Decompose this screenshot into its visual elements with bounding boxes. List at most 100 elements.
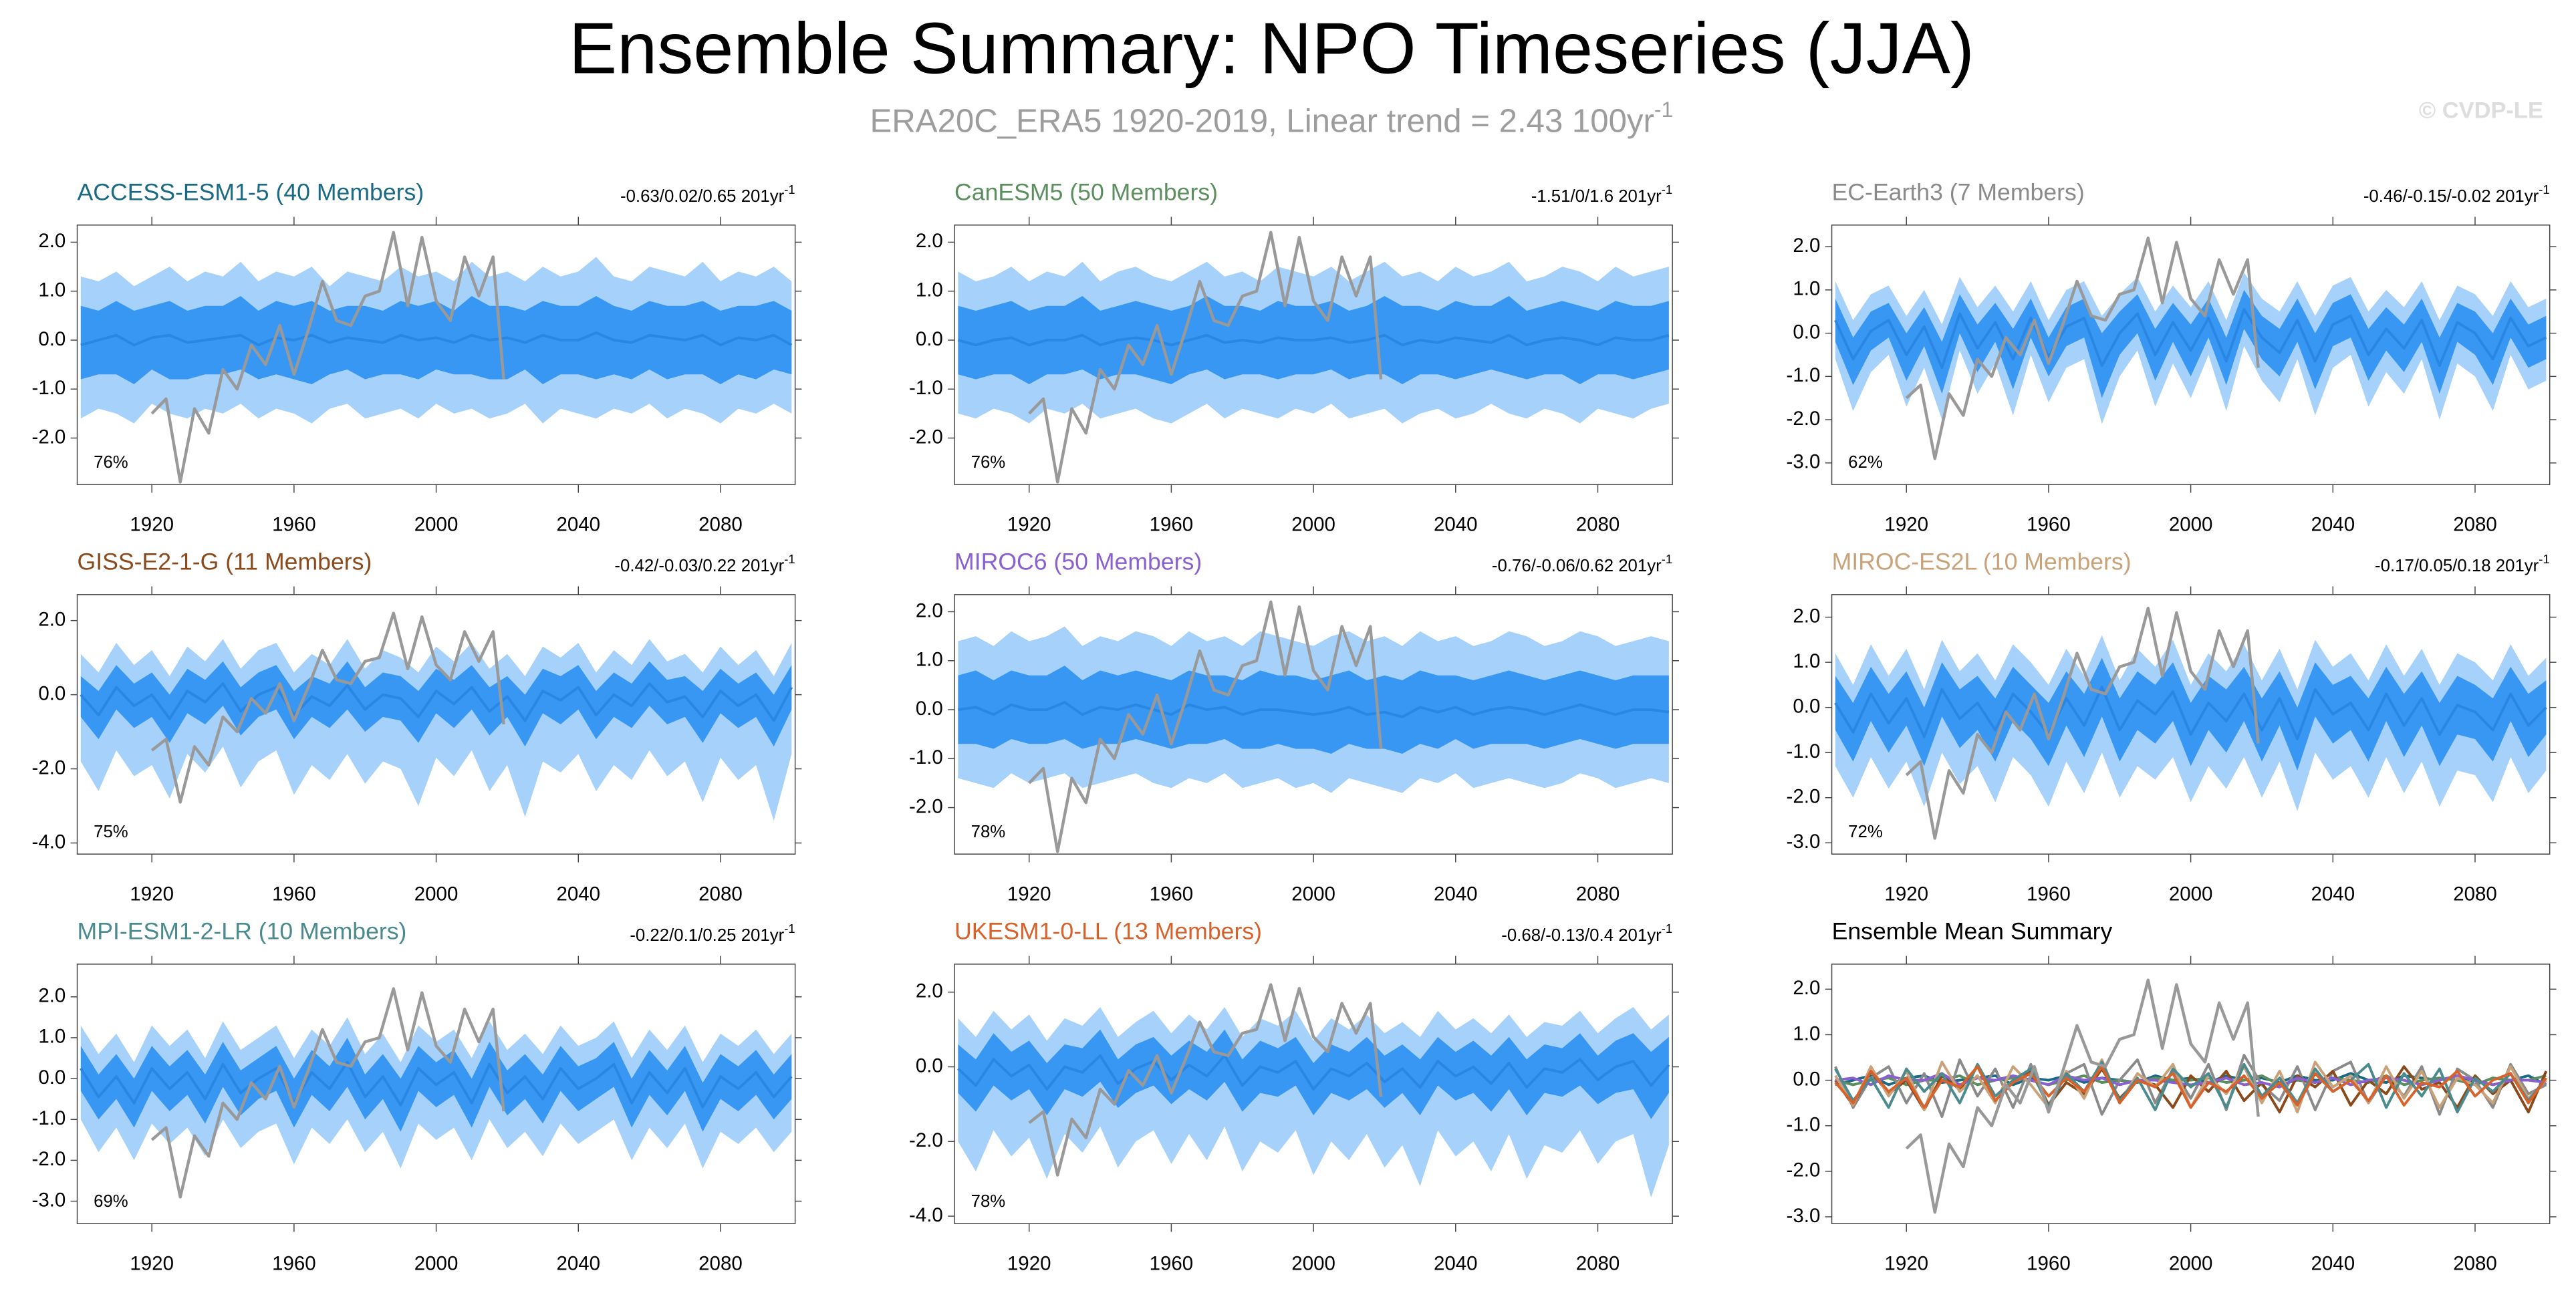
x-tick-label: 2040 bbox=[1434, 1252, 1478, 1274]
spread-band bbox=[958, 1029, 1669, 1119]
x-tick-label: 1920 bbox=[1007, 1252, 1051, 1274]
trend-label: -0.76/-0.06/0.62 201yr-1 bbox=[1492, 552, 1672, 575]
panel: MIROC6 (50 Members) -0.76/-0.06/0.62 201y… bbox=[909, 549, 1679, 905]
y-tick-label: -3.0 bbox=[1787, 1205, 1821, 1227]
trend-exponent: -1 bbox=[784, 552, 795, 566]
spread-band bbox=[958, 666, 1669, 754]
x-tick-label: 2080 bbox=[2453, 513, 2497, 535]
y-tick-label: -4.0 bbox=[32, 831, 66, 853]
y-tick-label: 0.0 bbox=[38, 682, 66, 704]
model-mean-line bbox=[1834, 1065, 2547, 1109]
ensemble-mean-line bbox=[957, 1054, 1670, 1091]
panel-title: CanESM5 (50 Members) bbox=[954, 179, 1218, 206]
y-tick-label: 2.0 bbox=[38, 608, 66, 630]
y-tick-label: 0.0 bbox=[916, 1054, 943, 1076]
y-tick-label: 1.0 bbox=[1793, 278, 1820, 300]
x-tick-label: 2000 bbox=[1291, 513, 1335, 535]
y-tick-label: 2.0 bbox=[916, 599, 943, 621]
y-tick-label: -1.0 bbox=[1787, 364, 1821, 386]
trend-exponent: -1 bbox=[2539, 552, 2549, 566]
observation-line bbox=[150, 611, 505, 804]
observation-line bbox=[1028, 600, 1383, 853]
panel: EC-Earth3 (7 Members) -0.46/-0.15/-0.02 2… bbox=[1787, 179, 2557, 535]
ensemble-mean-line bbox=[1834, 686, 2547, 740]
ensemble-mean-line bbox=[958, 701, 1670, 718]
observation-line bbox=[1905, 978, 2260, 1214]
observation-line bbox=[1028, 983, 1383, 1177]
trend-exponent: -1 bbox=[784, 921, 795, 936]
subtitle: ERA20C_ERA5 1920-2019, Linear trend = 2.… bbox=[870, 98, 1674, 140]
y-tick-label: 2.0 bbox=[1793, 605, 1820, 627]
trend-text: -0.42/-0.03/0.22 201yr bbox=[614, 557, 784, 575]
panel: UKESM1-0-LL (13 Members) -0.68/-0.13/0.4 … bbox=[909, 918, 1679, 1274]
subtitle-text: ERA20C_ERA5 1920-2019, Linear trend = 2.… bbox=[870, 103, 1654, 139]
panel: MPI-ESM1-2-LR (10 Members) -0.22/0.1/0.25… bbox=[32, 918, 802, 1274]
plot-area bbox=[1834, 237, 2547, 460]
plot-area bbox=[1834, 978, 2548, 1214]
x-tick-label: 2040 bbox=[556, 883, 600, 905]
y-tick-label: -1.0 bbox=[32, 377, 66, 399]
panel: ACCESS-ESM1-5 (40 Members) -0.63/0.02/0.6… bbox=[32, 179, 802, 535]
y-tick-label: -3.0 bbox=[32, 1189, 66, 1211]
y-tick-label: -2.0 bbox=[909, 426, 943, 448]
trend-text: -0.76/-0.06/0.62 201yr bbox=[1492, 557, 1662, 575]
x-tick-label: 2040 bbox=[1434, 513, 1478, 535]
y-tick-label: -2.0 bbox=[909, 795, 943, 817]
y-tick-label: 0.0 bbox=[916, 328, 943, 350]
model-mean-line bbox=[1834, 1060, 2547, 1114]
trend-text: -0.46/-0.15/-0.02 201yr bbox=[2363, 187, 2539, 206]
trend-text: -1.51/0/1.6 201yr bbox=[1531, 187, 1662, 206]
panel: CanESM5 (50 Members) -1.51/0/1.6 201yr-1-… bbox=[909, 179, 1679, 535]
x-tick-label: 2000 bbox=[2169, 1252, 2213, 1274]
ensemble-mean-line bbox=[957, 333, 1670, 347]
plot-area bbox=[1834, 606, 2547, 840]
y-tick-label: 1.0 bbox=[916, 649, 943, 671]
y-tick-label: 2.0 bbox=[38, 985, 66, 1007]
pattern-correlation-label: 62% bbox=[1848, 453, 1883, 472]
y-tick-label: 2.0 bbox=[1793, 235, 1820, 257]
x-tick-label: 1920 bbox=[1007, 513, 1051, 535]
x-tick-label: 2080 bbox=[1576, 1252, 1620, 1274]
y-tick-label: 0.0 bbox=[1793, 321, 1820, 343]
x-tick-label: 1960 bbox=[1150, 1252, 1194, 1274]
y-tick-label: 1.0 bbox=[1793, 1022, 1820, 1044]
trend-text: -0.68/-0.13/0.4 201yr bbox=[1501, 926, 1662, 945]
y-tick-label: -2.0 bbox=[1787, 1159, 1821, 1181]
y-tick-label: 1.0 bbox=[38, 1026, 66, 1048]
page-title: Ensemble Summary: NPO Timeseries (JJA) bbox=[569, 8, 1974, 89]
x-tick-label: 2040 bbox=[2311, 513, 2355, 535]
spread-band bbox=[1835, 289, 2547, 398]
x-tick-label: 2000 bbox=[414, 513, 459, 535]
y-tick-label: -2.0 bbox=[909, 1129, 943, 1151]
trend-text: -0.17/0.05/0.18 201yr bbox=[2375, 557, 2539, 575]
y-tick-label: -3.0 bbox=[1787, 831, 1821, 853]
pattern-correlation-label: 78% bbox=[971, 823, 1006, 841]
plot-area bbox=[80, 611, 793, 821]
pattern-correlation-label: 76% bbox=[971, 453, 1006, 472]
x-tick-label: 2080 bbox=[698, 883, 743, 905]
panel-title: EC-Earth3 (7 Members) bbox=[1832, 179, 2085, 206]
ensemble-mean-line bbox=[80, 1060, 793, 1109]
y-tick-label: 1.0 bbox=[1793, 650, 1820, 672]
x-tick-label: 1920 bbox=[1884, 1252, 1928, 1274]
x-tick-label: 2000 bbox=[1291, 883, 1335, 905]
x-tick-label: 1920 bbox=[130, 1252, 174, 1274]
y-tick-label: 0.0 bbox=[1793, 695, 1820, 717]
y-tick-label: -3.0 bbox=[1787, 451, 1821, 473]
y-tick-label: 2.0 bbox=[916, 980, 943, 1002]
pattern-correlation-label: 75% bbox=[94, 823, 128, 841]
x-tick-label: 2000 bbox=[414, 1252, 459, 1274]
x-tick-label: 1960 bbox=[2027, 513, 2071, 535]
panel-title: GISS-E2-1-G (11 Members) bbox=[78, 549, 372, 575]
x-tick-label: 1960 bbox=[272, 883, 316, 905]
y-tick-label: 0.0 bbox=[916, 698, 943, 720]
x-tick-label: 2080 bbox=[1576, 513, 1620, 535]
x-tick-label: 1960 bbox=[272, 1252, 316, 1274]
x-tick-label: 2080 bbox=[2453, 883, 2497, 905]
x-tick-label: 2080 bbox=[1576, 883, 1620, 905]
x-tick-label: 1920 bbox=[130, 883, 174, 905]
y-tick-label: -1.0 bbox=[1787, 740, 1821, 762]
trend-label: -0.46/-0.15/-0.02 201yr-1 bbox=[2363, 182, 2550, 206]
